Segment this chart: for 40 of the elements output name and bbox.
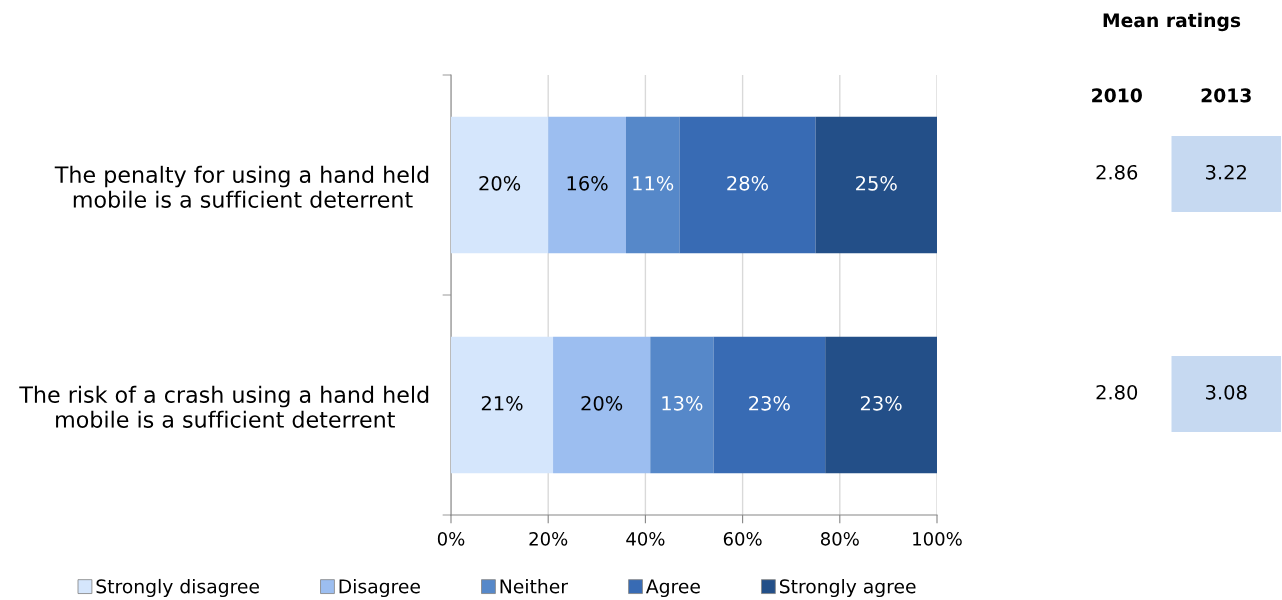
data-label: 11% [633, 175, 674, 191]
text: 2.86 [1096, 164, 1138, 180]
text: 3.22 [1206, 164, 1246, 180]
data-label: 23% [749, 395, 790, 411]
data-label: 28% [727, 175, 768, 191]
bar [679, 116, 816, 254]
legend-label: Agree [645, 579, 700, 598]
bar [548, 116, 626, 254]
category-label: 2010 [1092, 88, 1142, 103]
x-tick-label: 80% [820, 531, 859, 546]
data-label: 23% [860, 395, 902, 411]
y-tick-label: The penalty for using a hand held mobile is a sufficient deterrent [54, 165, 429, 208]
text: Mean ratings [1103, 12, 1241, 32]
data-label: 21% [481, 395, 523, 411]
x-tick-label: 100% [913, 531, 962, 546]
bar [815, 116, 937, 254]
data-label: 20% [581, 395, 623, 411]
data-label: 20% [479, 175, 521, 191]
legend-label: Strongly agree [779, 578, 916, 598]
text: 3.08 [1206, 384, 1247, 400]
data-label: 13% [662, 395, 703, 411]
bar [451, 336, 554, 474]
legend-label: Neither [500, 578, 569, 594]
y-tick-label: The risk of a crash using a hand held mobile is a sufficient deterrent [19, 385, 429, 428]
x-tick-label: 60% [723, 531, 762, 546]
x-tick-label: 0% [437, 531, 465, 546]
text: 2.80 [1096, 384, 1138, 400]
bar [553, 336, 651, 474]
data-label: 16% [567, 175, 608, 191]
x-tick-label: 40% [626, 531, 665, 546]
category-label: 2013 [1201, 88, 1251, 103]
legend-label: Disagree [339, 578, 420, 598]
data-label: 25% [856, 175, 897, 191]
bar [625, 116, 680, 254]
bar [451, 116, 549, 254]
legend-label: Strongly disagree [96, 578, 259, 598]
bar [650, 336, 714, 474]
bar [713, 336, 826, 474]
x-tick-label: 20% [529, 531, 568, 546]
bar [825, 336, 937, 474]
